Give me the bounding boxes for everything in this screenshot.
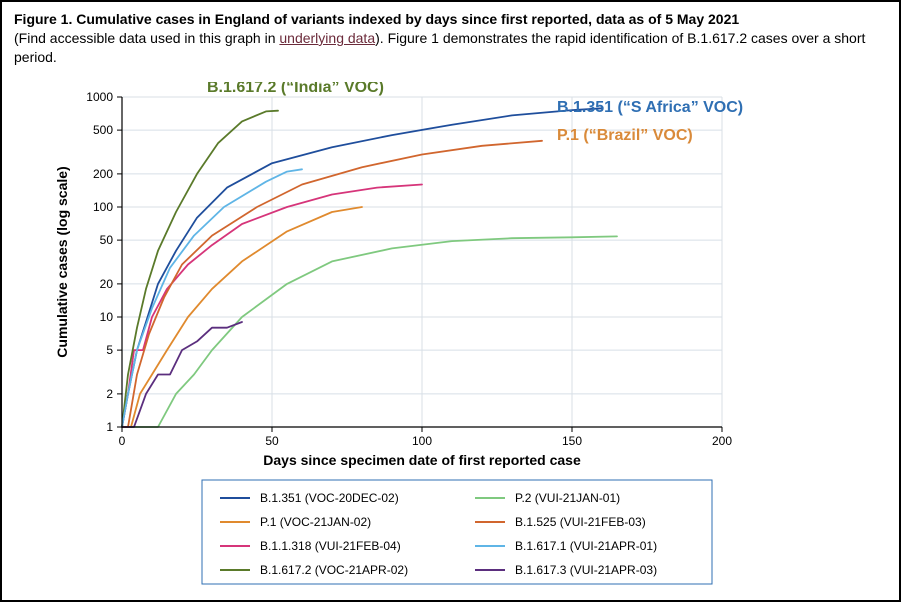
figure-container: Figure 1. Cumulative cases in England of… <box>0 0 901 602</box>
legend-label: B.1.617.2 (VOC-21APR-02) <box>260 563 408 577</box>
y-tick-label: 1 <box>106 420 113 434</box>
legend-label: P.1 (VOC-21JAN-02) <box>260 515 371 529</box>
x-tick-label: 100 <box>412 434 432 448</box>
legend-label: B.1.525 (VUI-21FEB-03) <box>515 515 646 529</box>
annotation: B.1.617.2 (“India” VOC) <box>207 82 384 96</box>
annotation: B.1.351 (“S Africa” VOC) <box>557 99 743 116</box>
y-tick-label: 5 <box>106 343 113 357</box>
x-axis-label: Days since specimen date of first report… <box>263 452 581 468</box>
figure-caption: Figure 1. Cumulative cases in England of… <box>14 10 887 67</box>
y-tick-label: 1000 <box>86 90 113 104</box>
figure-subtitle: (Find accessible data used in this graph… <box>14 30 865 65</box>
y-tick-label: 100 <box>93 200 113 214</box>
legend-label: B.1.617.3 (VUI-21APR-03) <box>515 563 657 577</box>
y-axis-label: Cumulative cases (log scale) <box>54 166 70 357</box>
underlying-data-link[interactable]: underlying data <box>279 30 375 46</box>
subtitle-pre: (Find accessible data used in this graph… <box>14 30 279 46</box>
legend-label: P.2 (VUI-21JAN-01) <box>515 491 620 505</box>
x-tick-label: 0 <box>119 434 126 448</box>
annotation: P.1 (“Brazil” VOC) <box>557 127 693 144</box>
y-tick-label: 500 <box>93 123 113 137</box>
chart: 1 2 5 10 20 50 100 200 500 1000 0 50 100 150 200 Days s… <box>32 82 872 592</box>
y-tick-label: 200 <box>93 167 113 181</box>
chart-svg: 1 2 5 10 20 50 100 200 500 1000 0 50 100 150 200 Days s… <box>32 82 872 592</box>
figure-title: Figure 1. Cumulative cases in England of… <box>14 11 739 27</box>
legend-label: B.1.1.318 (VUI-21FEB-04) <box>260 539 401 553</box>
legend-label: B.1.617.1 (VUI-21APR-01) <box>515 539 657 553</box>
legend-label: B.1.351 (VOC-20DEC-02) <box>260 491 399 505</box>
x-tick-label: 50 <box>265 434 279 448</box>
y-tick-label: 10 <box>100 310 114 324</box>
x-tick-label: 150 <box>562 434 582 448</box>
x-tick-label: 200 <box>712 434 732 448</box>
y-tick-label: 2 <box>106 387 113 401</box>
y-tick-label: 50 <box>100 233 114 247</box>
y-tick-label: 20 <box>100 277 114 291</box>
